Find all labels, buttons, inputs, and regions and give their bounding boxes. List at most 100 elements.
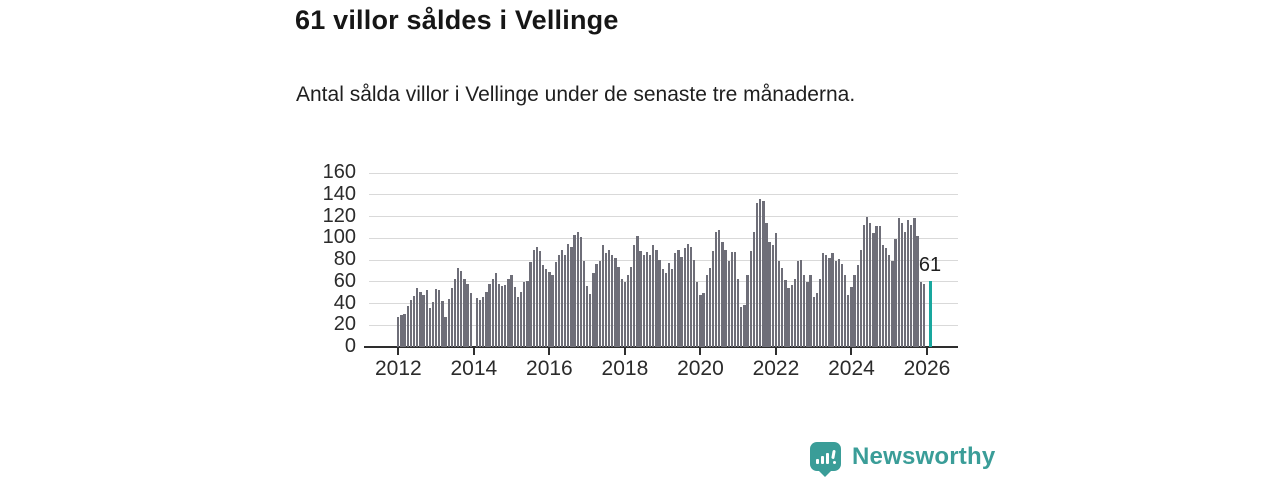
bar [620,278,623,347]
bar [724,250,727,347]
plot-area: 61 2012 2014 2016 2018 2020 2022 2024 2026 [364,172,958,380]
chart-title: 61 villor såldes i Vellinge [295,5,619,35]
bar [746,275,749,347]
bar [837,258,841,347]
bar [784,279,787,347]
bar [809,275,812,347]
bar [409,300,413,347]
bar [708,267,711,347]
bar [664,273,667,347]
bar [617,266,620,347]
bar [730,252,734,347]
bar [412,295,416,347]
bar [501,286,504,347]
bar [567,243,570,347]
x-axis-line [364,346,958,348]
y-tick-label: 60 [333,269,356,292]
bar [513,287,516,347]
bar [683,248,686,347]
x-tick [623,347,626,355]
bar [444,316,447,347]
bar [406,305,409,347]
bar [554,262,557,347]
bar [400,315,403,347]
bar [806,281,809,347]
bar [630,266,633,347]
y-tick-label: 160 [322,161,356,183]
bar [897,217,900,347]
x-tick-label: 2022 [752,357,800,380]
bar [771,244,774,347]
icon-bar-large [826,453,829,464]
bar [523,281,526,347]
bar [881,244,885,347]
x-tick [850,347,853,355]
bar [598,261,601,347]
highlight-bar [928,280,932,347]
bar [910,225,913,347]
bar [718,229,721,347]
bar [667,263,671,347]
bar [919,281,922,347]
bar [529,262,532,347]
icon-exclamation-dot [833,460,837,464]
bar [859,250,863,347]
bar [416,288,419,347]
bar [557,254,560,347]
bar [545,268,548,347]
bar [916,236,919,347]
x-tick [548,347,551,355]
bar [576,231,579,347]
bar [743,304,746,347]
bar [903,231,907,347]
bar [866,216,869,347]
bar [781,267,784,347]
bar [727,261,730,347]
bar [510,275,513,347]
bar [815,292,818,347]
bar [438,290,441,347]
bar [428,307,431,347]
y-tick-label: 120 [322,204,356,227]
bar [469,292,472,347]
bar [456,267,460,347]
bar [818,278,822,347]
bar [847,294,850,347]
bar [570,246,573,347]
x-tick-label: 2026 [903,357,951,380]
bar [755,203,759,347]
bar [425,290,428,347]
bar [419,291,422,347]
gridline [369,237,958,239]
bar [733,252,737,347]
bar [670,268,674,347]
bar [796,261,800,347]
chart-subtitle: Antal sålda villor i Vellinge under de s… [296,83,856,106]
bar [869,223,872,347]
bar [884,248,888,347]
bar [422,294,425,347]
y-tick-label: 140 [322,182,356,205]
bar [475,298,479,347]
bar [759,199,762,347]
icon-bar-small [816,459,819,464]
bar [834,261,837,347]
bar [762,201,765,347]
bar [799,260,803,347]
y-tick-label: 20 [333,313,356,336]
newsworthy-wordmark: Newsworthy [852,442,996,470]
x-tick-label: 2024 [828,357,875,380]
bar [563,254,567,347]
bar [453,278,457,347]
bar [573,235,576,347]
x-tick-label: 2018 [601,357,649,380]
bar [828,257,831,347]
bar [623,281,627,347]
bar [787,288,790,347]
bar [913,217,916,347]
x-tick [397,347,400,355]
bar [538,251,542,347]
bar [812,296,815,347]
x-tick [699,347,702,355]
